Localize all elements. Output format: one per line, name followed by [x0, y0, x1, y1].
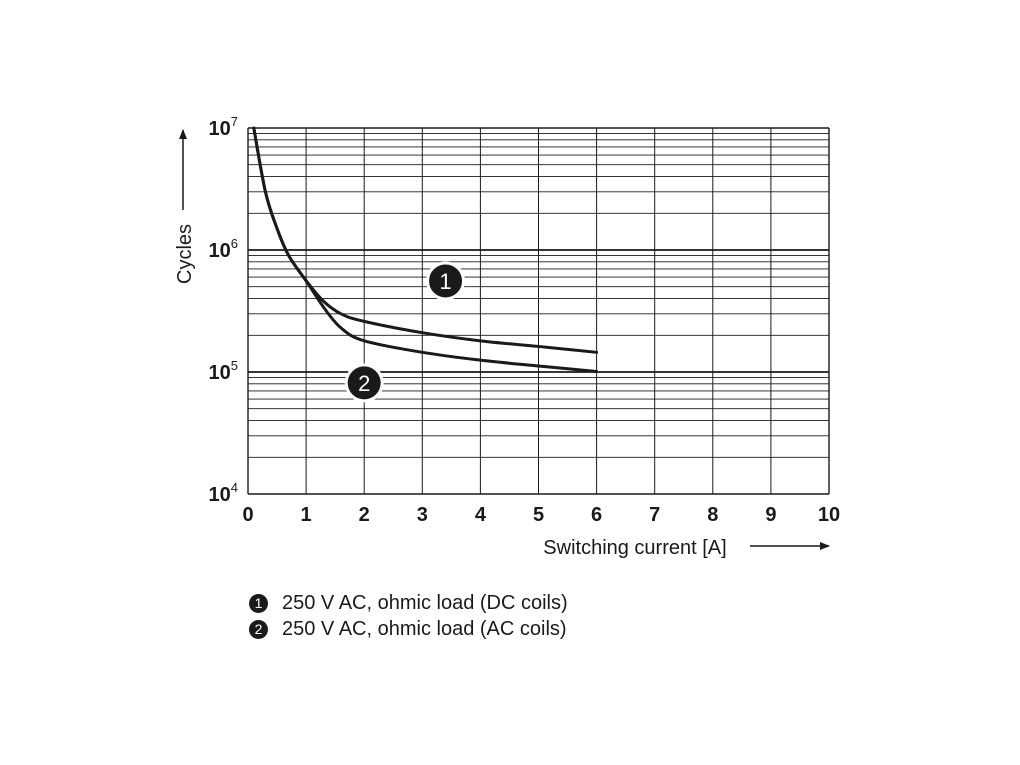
- series-marker-label-1: 1: [439, 269, 451, 294]
- grid: [247, 127, 830, 495]
- x-tick-label: 5: [533, 504, 544, 526]
- legend: 1 250 V AC, ohmic load (DC coils) 2 250 …: [249, 590, 568, 642]
- x-tick-label: 3: [417, 504, 428, 526]
- series-marker-label-2: 2: [358, 371, 370, 396]
- x-tick-label: 0: [242, 504, 253, 526]
- x-tick-label: 7: [649, 504, 660, 526]
- series-marker-1: 1: [426, 261, 466, 301]
- x-axis-label: Switching current [A]: [543, 537, 726, 559]
- x-tick-label: 2: [359, 504, 370, 526]
- legend-label-2: 250 V AC, ohmic load (AC coils): [282, 618, 567, 640]
- legend-marker-1: 1: [249, 593, 268, 613]
- x-tick-label: 1: [301, 504, 312, 526]
- legend-label-1: 250 V AC, ohmic load (DC coils): [282, 592, 568, 614]
- x-tick-label: 4: [475, 504, 487, 526]
- series-line-2: [252, 126, 599, 373]
- y-tick-label: 107: [209, 114, 238, 140]
- x-tick-label: 8: [707, 504, 718, 526]
- legend-marker-2: 2: [249, 619, 268, 639]
- series-marker-circle-2: [344, 363, 384, 403]
- y-tick-label: 106: [209, 236, 238, 262]
- series-lines: [252, 126, 599, 373]
- legend-item-1: 1 250 V AC, ohmic load (DC coils): [249, 590, 568, 616]
- x-tick-label: 6: [591, 504, 602, 526]
- legend-item-2: 2 250 V AC, ohmic load (AC coils): [249, 616, 568, 642]
- y-tick-label: 104: [209, 480, 238, 506]
- x-tick-label: 10: [818, 504, 840, 526]
- series-line-1: [252, 126, 599, 354]
- series-marker-circle-1: [426, 261, 466, 301]
- y-axis-label: Cycles: [174, 224, 196, 284]
- y-tick-label: 105: [209, 358, 238, 384]
- series-markers: 12: [344, 261, 466, 403]
- series-marker-2: 2: [344, 363, 384, 403]
- x-tick-label: 9: [765, 504, 776, 526]
